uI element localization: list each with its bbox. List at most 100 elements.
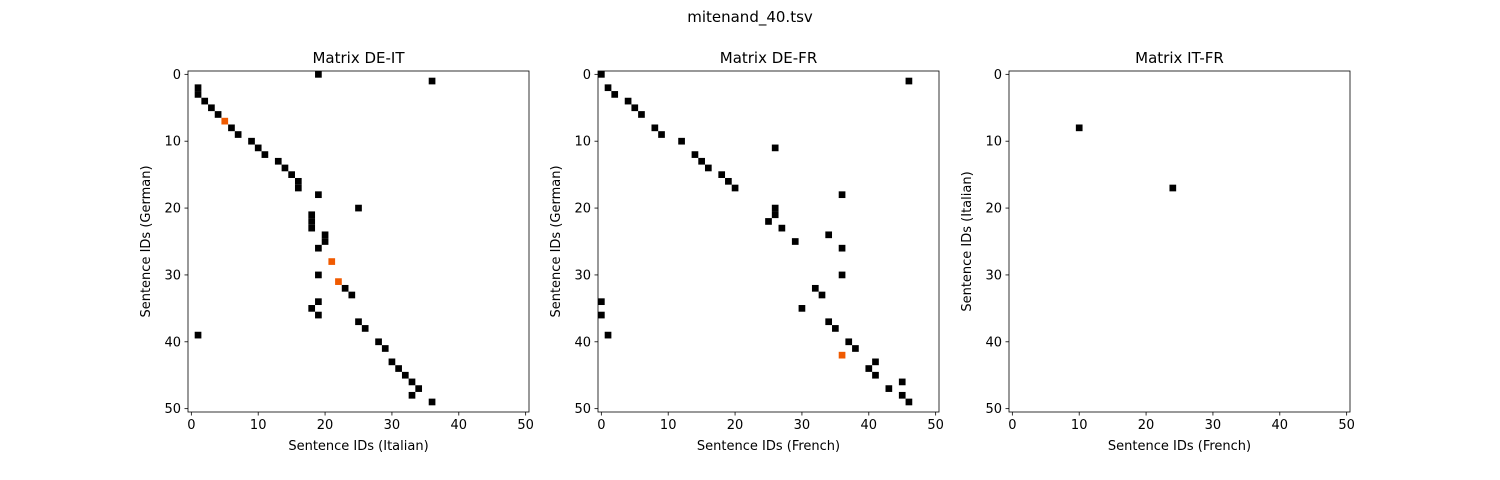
matrix-cell-black bbox=[428, 77, 436, 85]
matrix-cell-orange bbox=[335, 278, 342, 285]
panel-title: Matrix IT-FR bbox=[1135, 49, 1224, 67]
y-tick-label: 20 bbox=[164, 202, 181, 217]
matrix-cell-black bbox=[898, 378, 906, 386]
figure-title: mitenand_40.tsv bbox=[687, 8, 813, 27]
matrix-cell-black bbox=[388, 358, 396, 366]
x-tick-label: 10 bbox=[1071, 418, 1088, 433]
matrix-cell-black bbox=[1075, 124, 1083, 132]
matrix-cell-black bbox=[598, 298, 605, 306]
matrix-cell-orange bbox=[838, 351, 846, 359]
matrix-cell-black bbox=[315, 244, 322, 252]
matrix-cell-black bbox=[838, 191, 846, 199]
matrix-cell-black bbox=[698, 157, 705, 165]
x-tick-label: 20 bbox=[317, 418, 334, 433]
matrix-cell-black bbox=[872, 371, 879, 379]
y-tick-label: 40 bbox=[985, 335, 1002, 350]
matrix-cell-black bbox=[234, 131, 242, 138]
matrix-cell-black bbox=[631, 104, 639, 112]
matrix-cell-black bbox=[791, 238, 799, 245]
matrix-cell-black bbox=[865, 365, 873, 372]
matrix-cell-black bbox=[651, 124, 659, 132]
matrix-cell-black bbox=[254, 144, 262, 152]
matrix-cell-black bbox=[765, 218, 772, 225]
x-tick-label: 0 bbox=[597, 418, 605, 433]
matrix-cell-black bbox=[194, 84, 202, 92]
matrix-cell-black bbox=[381, 345, 389, 352]
matrix-cell-black bbox=[624, 97, 632, 105]
matrix-cell-black bbox=[604, 84, 612, 92]
y-tick-label: 10 bbox=[574, 135, 591, 150]
matrix-cell-black bbox=[401, 371, 409, 379]
y-tick-label: 50 bbox=[985, 402, 1002, 417]
matrix-cell-black bbox=[838, 271, 846, 279]
x-axis-label: Sentence IDs (French) bbox=[697, 439, 840, 454]
matrix-cell-black bbox=[294, 177, 302, 185]
axes-frame bbox=[597, 70, 940, 413]
x-axis-label: Sentence IDs (French) bbox=[1108, 439, 1251, 454]
x-tick-label: 50 bbox=[517, 418, 534, 433]
matrix-cell-black bbox=[308, 305, 316, 312]
y-tick-label: 10 bbox=[985, 135, 1002, 150]
matrix-cell-black bbox=[321, 231, 329, 239]
panel-title: Matrix DE-IT bbox=[312, 49, 405, 67]
x-tick-label: 10 bbox=[250, 418, 267, 433]
plot-area bbox=[598, 71, 939, 412]
matrix-cell-black bbox=[315, 71, 322, 78]
matrix-cell-black bbox=[194, 331, 202, 339]
matrix-cell-black bbox=[905, 398, 913, 406]
y-tick-label: 0 bbox=[173, 68, 181, 83]
matrix-cell-black bbox=[852, 345, 859, 352]
x-tick-label: 10 bbox=[660, 418, 677, 433]
matrix-cell-black bbox=[825, 318, 833, 326]
y-axis-label: Sentence IDs (German) bbox=[549, 165, 564, 317]
x-tick-label: 40 bbox=[861, 418, 878, 433]
x-tick-label: 50 bbox=[1338, 418, 1355, 433]
matrix-cell-black bbox=[678, 137, 685, 145]
matrix-cell-black bbox=[838, 244, 846, 252]
matrix-cell-black bbox=[872, 358, 879, 366]
matrix-cell-black bbox=[315, 298, 322, 306]
matrix-cell-black bbox=[718, 171, 726, 178]
y-tick-label: 30 bbox=[574, 268, 591, 283]
y-tick-label: 20 bbox=[985, 202, 1002, 217]
matrix-cell-black bbox=[315, 191, 322, 199]
y-axis-label: Sentence IDs (Italian) bbox=[960, 171, 975, 311]
matrix-cell-black bbox=[731, 184, 739, 192]
axes-frame bbox=[1008, 70, 1351, 413]
y-tick-label: 40 bbox=[574, 335, 591, 350]
matrix-cell-black bbox=[832, 325, 839, 332]
x-tick-label: 20 bbox=[727, 418, 744, 433]
matrix-cell-black bbox=[315, 311, 322, 319]
matrix-cell-black bbox=[898, 391, 906, 399]
y-axis-label: Sentence IDs (German) bbox=[139, 165, 154, 317]
matrix-cell-black bbox=[395, 365, 402, 372]
matrix-cell-black bbox=[825, 231, 833, 239]
matrix-cell-black bbox=[308, 224, 316, 232]
matrix-cell-black bbox=[658, 131, 665, 138]
matrix-cell-black bbox=[798, 305, 806, 312]
x-tick-label: 0 bbox=[187, 418, 195, 433]
y-tick-label: 0 bbox=[994, 68, 1002, 83]
matrix-cell-black bbox=[248, 137, 255, 145]
matrix-cell-black bbox=[1169, 184, 1177, 192]
matrix-cell-black bbox=[348, 291, 356, 299]
y-tick-label: 50 bbox=[574, 402, 591, 417]
matrix-cell-black bbox=[818, 291, 826, 299]
y-tick-label: 30 bbox=[164, 268, 181, 283]
matrix-cell-orange bbox=[221, 117, 229, 125]
matrix-cell-black bbox=[355, 204, 362, 212]
matrix-cell-black bbox=[355, 318, 362, 326]
panels: 0 10 20 30 40 50 0 10 20 30 40 50 Matrix DE-IT Senten… bbox=[139, 49, 1355, 454]
matrix-cell-black bbox=[778, 224, 786, 232]
axes-frame bbox=[187, 70, 530, 413]
matrix-cell-black bbox=[261, 151, 269, 158]
matrix-cell-black bbox=[611, 91, 619, 98]
matrix-cell-black bbox=[294, 184, 302, 192]
matrix-cell-black bbox=[201, 97, 209, 105]
plot-area bbox=[1009, 71, 1350, 412]
matrix-cell-black bbox=[845, 338, 853, 346]
y-tick-label: 50 bbox=[164, 402, 181, 417]
x-tick-label: 30 bbox=[384, 418, 401, 433]
x-tick-label: 50 bbox=[927, 418, 944, 433]
